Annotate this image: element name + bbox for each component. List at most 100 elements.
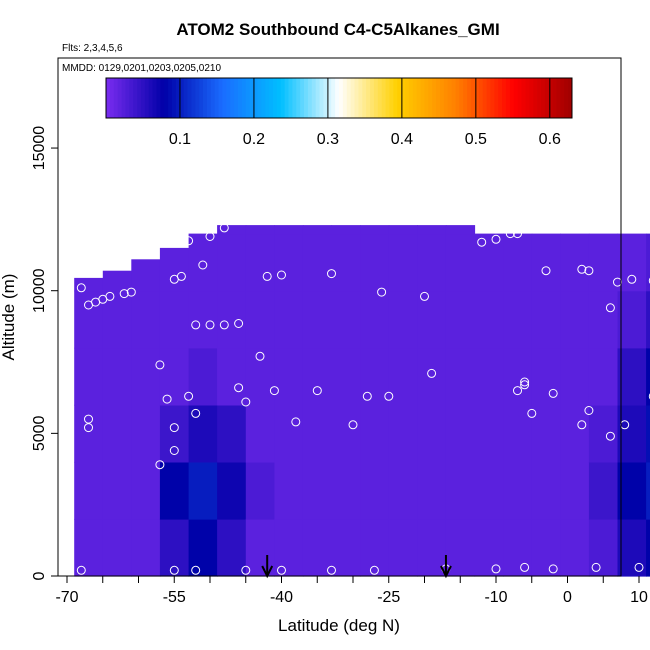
heatmap-field [74, 225, 650, 577]
heatmap-cell [274, 233, 304, 292]
colorbar-swatch [191, 78, 196, 118]
colorbar-swatch [405, 78, 410, 118]
heatmap-cell [274, 290, 304, 349]
heatmap-cell [474, 233, 504, 292]
colorbar-swatch [408, 78, 414, 118]
flight-point [605, 431, 615, 441]
heatmap-cell [588, 347, 619, 406]
colorbar-swatch [389, 78, 394, 118]
flight-point [527, 408, 537, 418]
colorbar-swatch [537, 78, 542, 118]
flight-point [312, 386, 322, 396]
flight-point [84, 423, 93, 433]
heatmap-cell [445, 461, 476, 520]
colorbar-swatch [276, 78, 282, 118]
colorbar-swatch [517, 78, 522, 118]
heatmap-cell [531, 461, 561, 520]
colorbar-swatch [548, 78, 553, 118]
colorbar-swatch [280, 78, 286, 118]
colorbar-swatch [133, 78, 138, 118]
flight-point [105, 291, 115, 301]
heatmap-cell [302, 290, 333, 349]
colorbar-swatch [331, 78, 336, 118]
colorbar-swatch [463, 78, 468, 118]
flight-point [176, 271, 186, 281]
flight-point [384, 391, 394, 401]
flight-point [584, 266, 594, 276]
heatmap-cell [388, 233, 418, 292]
heatmap-cell [417, 225, 447, 235]
heatmap-cell [217, 404, 247, 463]
heatmap-cell [131, 518, 161, 577]
colorbar-swatch [319, 78, 324, 118]
y-tick-label: 10000 [31, 268, 48, 313]
colorbar-swatch [490, 78, 495, 118]
colorbar-swatch [502, 78, 507, 118]
colorbar-tick-label: 0.1 [169, 131, 191, 148]
heatmap-cell [646, 404, 650, 463]
flight-point [241, 397, 251, 407]
colorbar-swatch [471, 78, 476, 118]
heatmap-cell [274, 347, 304, 406]
colorbar-swatch [494, 78, 499, 118]
heatmap-cell [331, 233, 361, 292]
heatmap-cell [245, 225, 275, 235]
flight-point [255, 351, 265, 361]
colorbar-swatch [175, 78, 181, 118]
flight-point [277, 270, 286, 280]
flight-point [155, 360, 165, 370]
heatmap-cell [360, 518, 390, 577]
heatmap-cell [503, 233, 533, 292]
flight-point [362, 391, 372, 401]
colorbar-swatch [307, 78, 313, 118]
colorbar-swatch [323, 78, 328, 118]
colorbar-swatch [284, 78, 289, 118]
colorbar-swatch [362, 78, 367, 118]
colorbar-swatch [113, 78, 119, 118]
flight-point [191, 320, 201, 330]
heatmap-cell [102, 347, 132, 406]
heatmap-cell [388, 518, 418, 577]
heatmap-cell [503, 518, 533, 577]
heatmap-cell [331, 518, 361, 577]
heatmap-cell [188, 233, 218, 292]
flight-point [191, 408, 201, 418]
heatmap-cell [217, 347, 247, 406]
colorbar-swatch [346, 78, 352, 118]
heatmap-cell [360, 225, 390, 235]
chart-title: ATOM2 Southbound C4-C5Alkanes_GMI [176, 20, 499, 39]
colorbar-swatch [342, 78, 348, 118]
heatmap-cell [331, 347, 361, 406]
heatmap-cell [474, 290, 504, 349]
colorbar-swatch [474, 78, 480, 118]
colorbar-swatch [199, 78, 204, 118]
heatmap-cell [445, 404, 476, 463]
heatmap-cell [302, 518, 333, 577]
heatmap-cell [102, 518, 132, 577]
heatmap-cell [474, 518, 504, 577]
heatmap-cell [474, 347, 504, 406]
colorbar-swatch [447, 78, 453, 118]
colorbar-swatch [327, 78, 332, 118]
flight-point [491, 564, 501, 574]
flight-point [169, 423, 179, 433]
heatmap-cell [74, 347, 104, 406]
colorbar-swatch [269, 78, 274, 118]
colorbar-frame [105, 77, 573, 119]
heatmap-cell [560, 233, 590, 292]
heatmap-cell [617, 347, 647, 406]
flight-point [269, 386, 279, 396]
heatmap-cell [217, 290, 247, 349]
heatmap-cell [646, 461, 650, 520]
x-tick-label: -10 [484, 589, 507, 606]
colorbar-swatch [304, 78, 309, 118]
flight-point [520, 377, 530, 387]
heatmap-cell [503, 461, 533, 520]
heatmap-cell [131, 347, 161, 406]
colorbar-swatch [416, 78, 421, 118]
flight-point [327, 565, 336, 575]
heatmap-cell [302, 461, 333, 520]
flight-point [126, 287, 136, 297]
colorbar-swatch [203, 78, 208, 118]
heatmap-cell [531, 233, 561, 292]
